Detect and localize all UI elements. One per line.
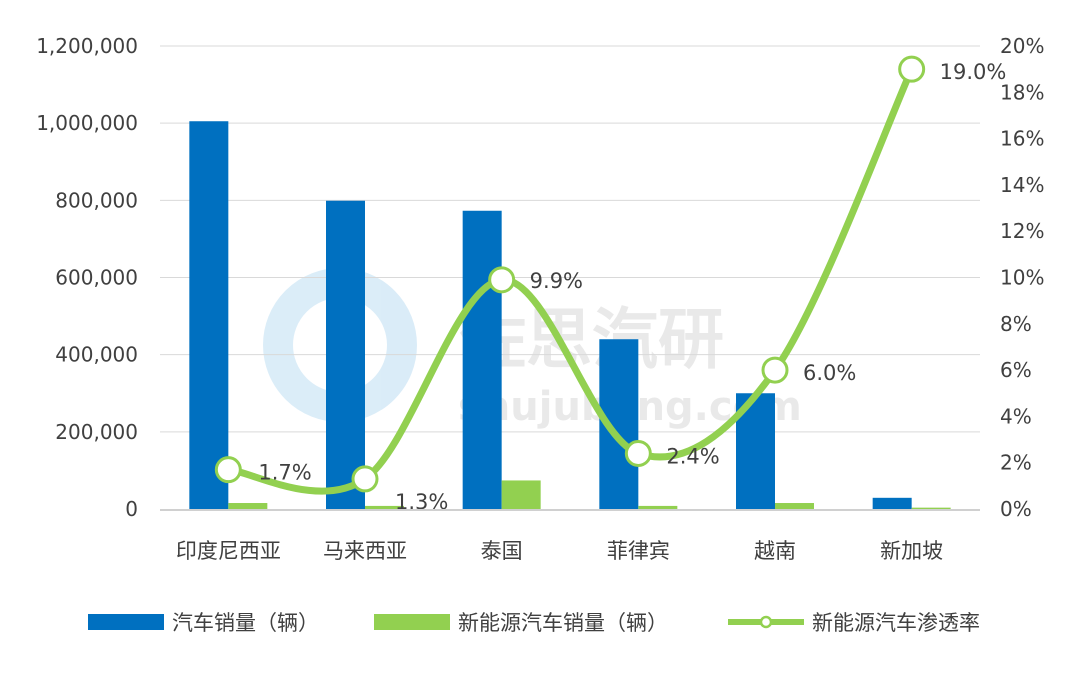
right-tick-label: 20% <box>1000 34 1044 58</box>
line-marker <box>488 266 516 294</box>
legend-swatch-nev-sales <box>374 614 450 630</box>
bar-nev-sales <box>228 503 268 509</box>
left-tick-label: 800,000 <box>55 188 138 212</box>
left-tick-label: 1,200,000 <box>36 34 138 58</box>
line-marker <box>351 465 379 493</box>
bar-nev-sales <box>775 503 814 509</box>
legend-marker-nev-rate <box>759 615 773 629</box>
bar-nev-sales <box>365 505 404 509</box>
bar-car-sales <box>462 210 502 509</box>
legend-label-nev-sales: 新能源汽车销量（辆） <box>458 611 668 635</box>
category-label: 越南 <box>754 539 796 563</box>
right-tick-label: 10% <box>1000 266 1044 290</box>
right-tick-label: 8% <box>1000 312 1032 336</box>
legend-label-nev-rate: 新能源汽车渗透率 <box>812 611 980 635</box>
category-label: 马来西亚 <box>323 539 407 563</box>
line-marker <box>214 456 242 484</box>
right-tick-label: 0% <box>1000 497 1032 521</box>
bar-nev-sales <box>638 505 678 509</box>
data-label: 19.0% <box>940 60 1007 84</box>
data-label: 1.7% <box>258 461 311 485</box>
data-label: 9.9% <box>530 269 583 293</box>
bar-nev-sales <box>501 480 541 509</box>
legend: 汽车销量（辆） 新能源汽车销量（辆） 新能源汽车渗透率 <box>88 611 980 635</box>
category-label: 泰国 <box>481 539 523 563</box>
right-tick-label: 12% <box>1000 219 1044 243</box>
left-tick-label: 600,000 <box>55 266 138 290</box>
data-label: 2.4% <box>666 444 719 468</box>
bar-nev-sales <box>911 507 951 509</box>
right-tick-label: 16% <box>1000 127 1044 151</box>
right-tick-label: 14% <box>1000 173 1044 197</box>
line-marker <box>624 439 652 467</box>
line-marker <box>761 356 789 384</box>
data-label: 6.0% <box>803 361 856 385</box>
left-tick-label: 1,000,000 <box>36 111 138 135</box>
category-label: 印度尼西亚 <box>176 539 281 563</box>
right-tick-label: 2% <box>1000 451 1032 475</box>
right-tick-label: 4% <box>1000 404 1032 428</box>
bar-car-sales <box>872 497 912 509</box>
category-label: 新加坡 <box>880 539 943 563</box>
right-tick-label: 18% <box>1000 80 1044 104</box>
left-tick-label: 400,000 <box>55 343 138 367</box>
category-label: 菲律宾 <box>607 539 670 563</box>
bar-car-sales <box>189 121 229 510</box>
legend-label-car-sales: 汽车销量（辆） <box>172 611 319 635</box>
legend-swatch-car-sales <box>88 614 164 630</box>
watermark-text: 佐思汽研 <box>459 301 724 378</box>
left-tick-label: 0 <box>125 497 138 521</box>
right-tick-label: 6% <box>1000 358 1032 382</box>
line-marker <box>898 55 926 83</box>
bar-car-sales <box>326 200 365 509</box>
left-tick-label: 200,000 <box>55 420 138 444</box>
